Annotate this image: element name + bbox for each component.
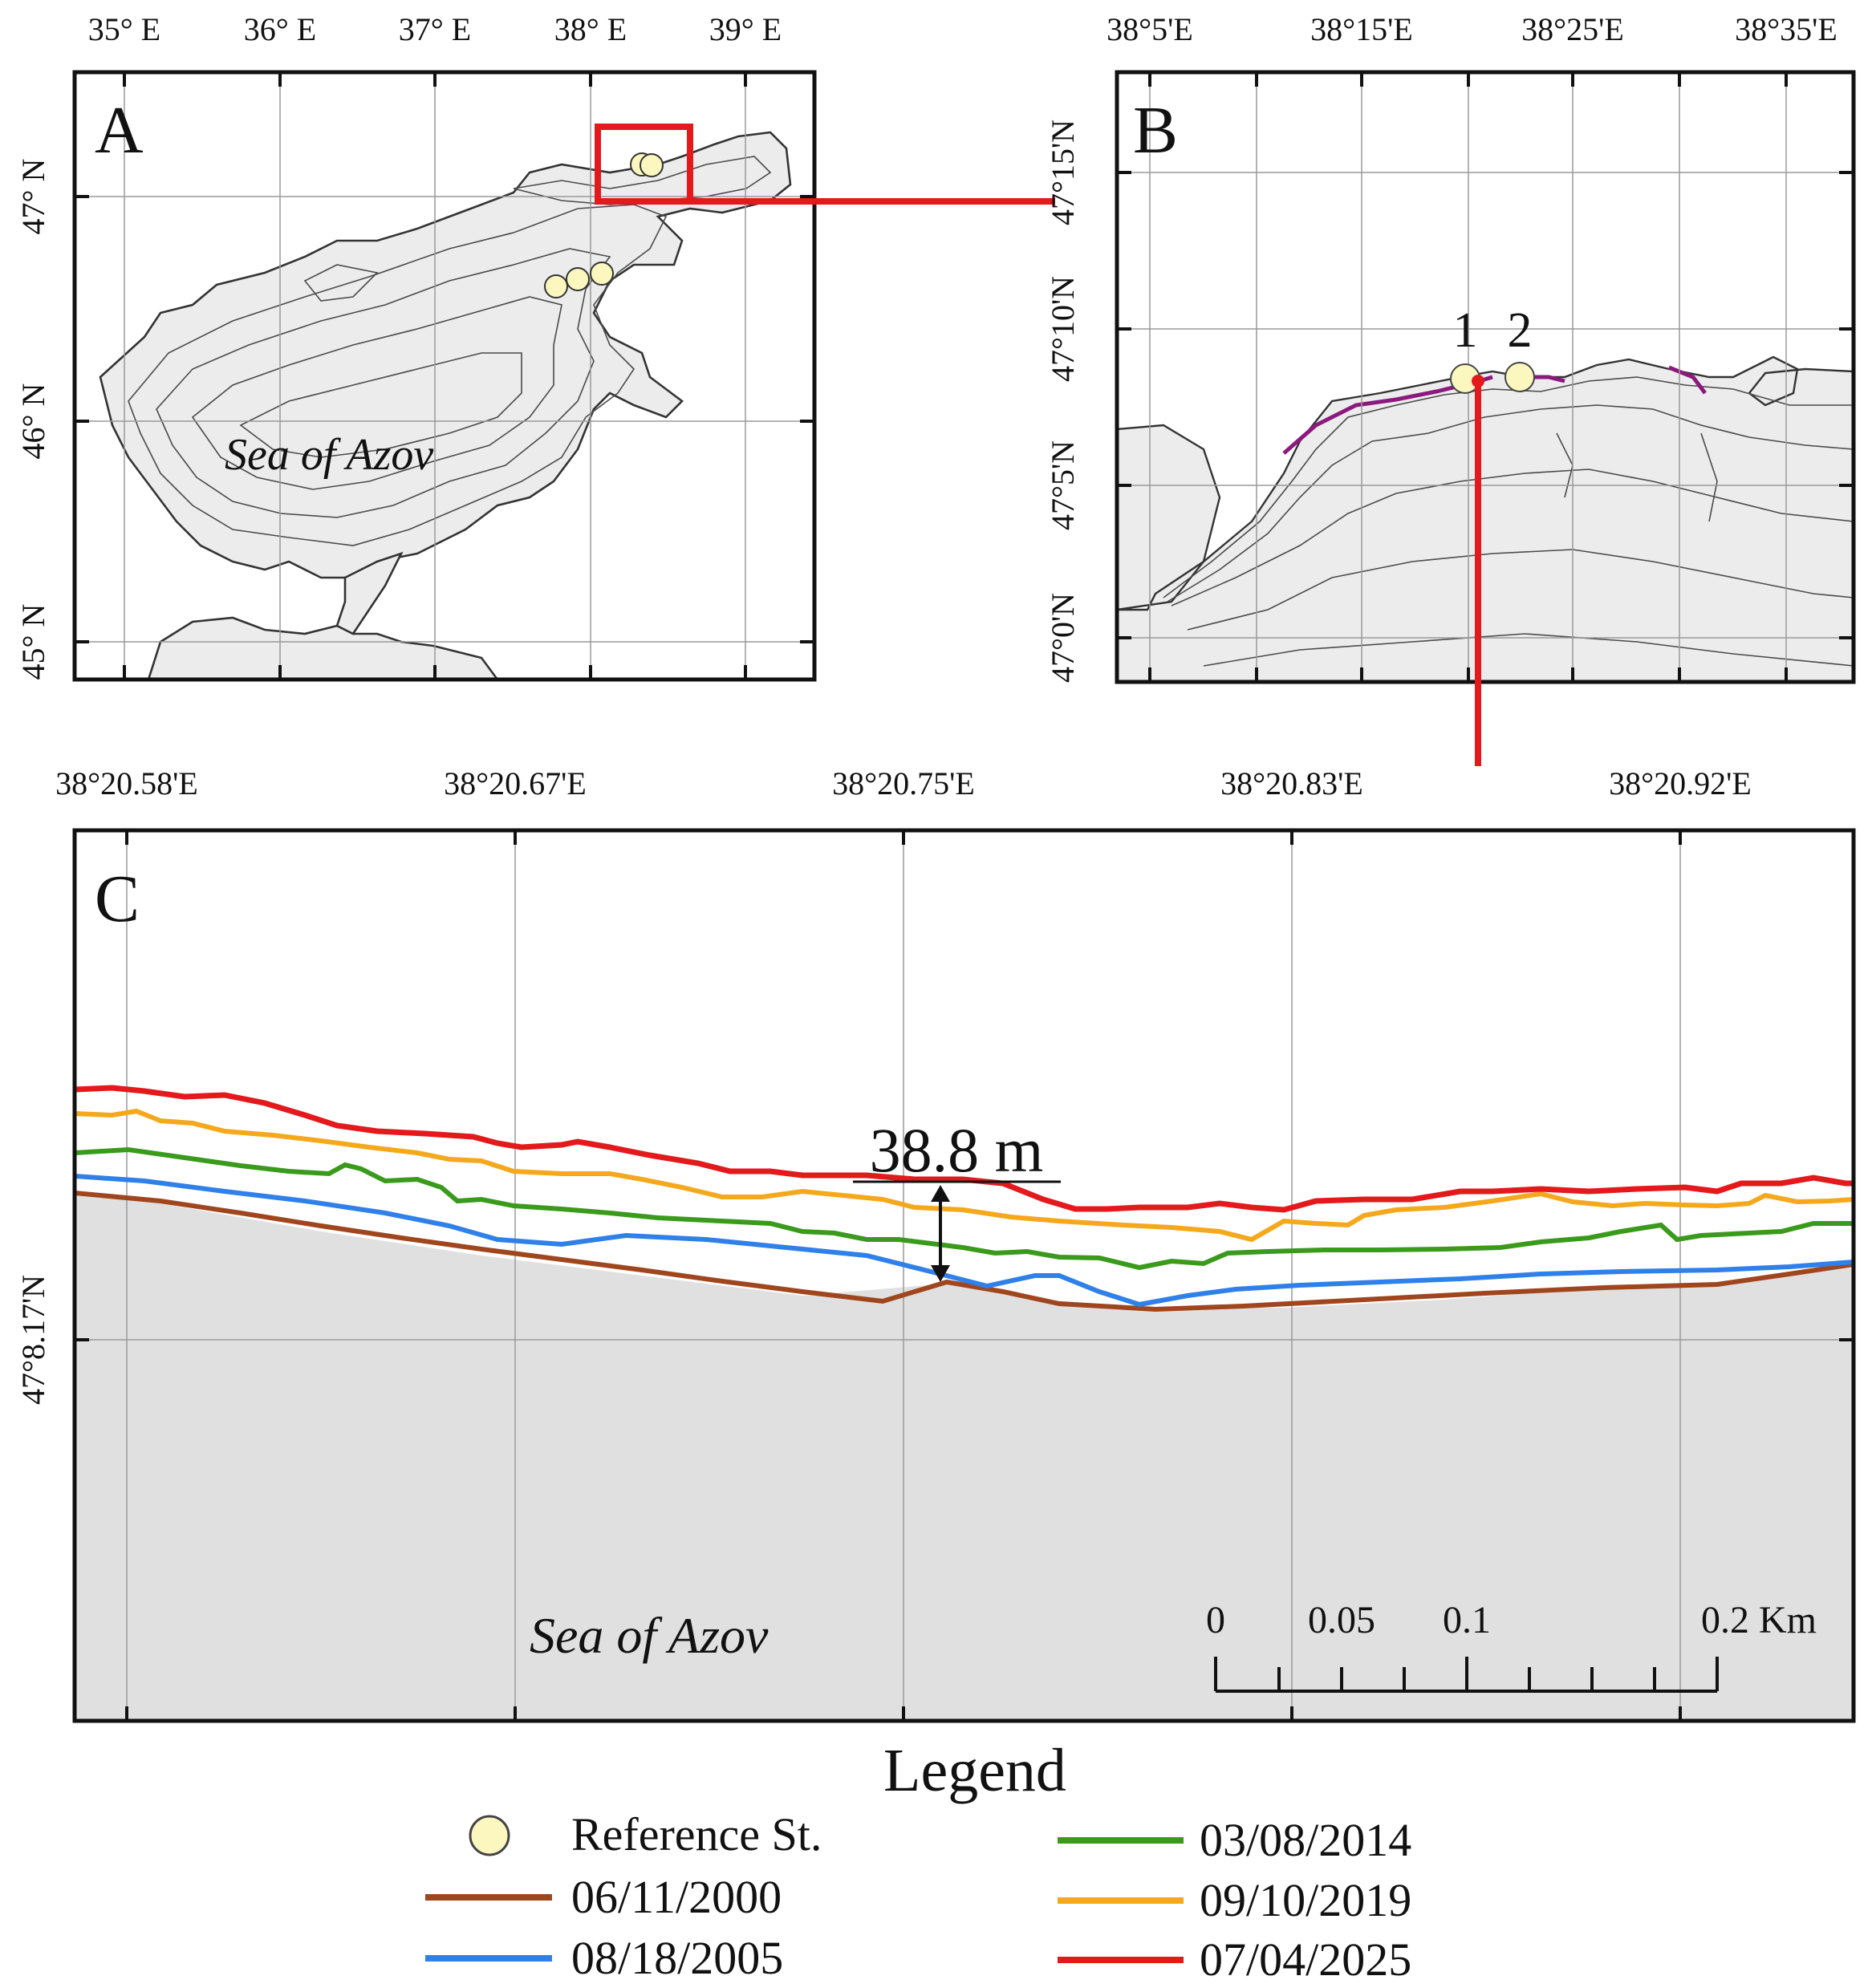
scale-bar-label: 0.05 xyxy=(1308,1599,1375,1641)
shoreline-2014 xyxy=(75,1146,1854,1271)
panel-b-xtick: 38°5'E xyxy=(1107,11,1193,47)
panel-b-xtick: 38°15'E xyxy=(1310,11,1413,47)
depth-contour xyxy=(1203,633,1854,667)
legend-reference-symbol xyxy=(469,1815,510,1856)
panel-b-ytick: 47°10'N xyxy=(1045,276,1081,382)
depth-contour xyxy=(239,352,522,458)
legend-label-2000: 06/11/2000 xyxy=(571,1871,782,1923)
panel-b-ytick: 47°5'N xyxy=(1045,440,1081,530)
depth-contour xyxy=(1167,404,1854,602)
panel-c-xtick: 38°20.75'E xyxy=(832,765,975,801)
legend-reference-label: Reference St. xyxy=(571,1808,822,1860)
coastline-change-segment xyxy=(1668,365,1707,395)
reference-station-marker xyxy=(544,274,568,298)
scale-bar-label: 0 xyxy=(1206,1599,1225,1641)
legend-label-2005: 08/18/2005 xyxy=(571,1932,783,1984)
depth-contour xyxy=(1187,549,1854,631)
panel-c-xtick: 38°20.58'E xyxy=(55,765,198,801)
shoreline-2005 xyxy=(75,1174,1854,1308)
reference-station-marker xyxy=(640,153,664,177)
shoreline-2019 xyxy=(75,1108,1854,1243)
panel-a-ytick: 45° N xyxy=(15,604,51,680)
panel-a-xtick: 38° E xyxy=(554,11,627,47)
panel-c-xtick: 38°20.83'E xyxy=(1220,765,1363,801)
legend-label-2019: 09/10/2019 xyxy=(1200,1874,1411,1926)
legend: Legend Reference St. 06/11/2000 08/18/20… xyxy=(425,1737,1411,1986)
station-label-1: 1 xyxy=(1453,303,1478,358)
panel-b-xtick: 38°25'E xyxy=(1521,11,1624,47)
panel-a-xtick: 36° E xyxy=(244,11,316,47)
reference-station-2 xyxy=(1505,362,1535,392)
panel-a-xtick: 35° E xyxy=(88,11,160,47)
panel-b-frame xyxy=(1115,70,1856,684)
scale-bar: 0 0.05 0.1 0.2 Km xyxy=(1206,1599,1817,1693)
panel-c: 38°20.58'E 38°20.67'E 38°20.75'E 38°20.8… xyxy=(15,765,1856,1723)
panel-a-letter: A xyxy=(95,93,144,168)
panel-b-ytick: 47°15'N xyxy=(1045,120,1081,225)
zoom-connector-b-c-point xyxy=(1472,375,1484,387)
kerch-strait xyxy=(335,551,404,635)
panel-c-xtick: 38°20.92'E xyxy=(1609,765,1752,801)
panel-c-letter: C xyxy=(95,862,140,936)
panel-c-frame xyxy=(72,828,1856,1723)
panel-c-xtick: 38°20.67'E xyxy=(444,765,587,801)
panel-a-sea-label: Sea of Azov xyxy=(225,430,433,480)
reference-station-marker xyxy=(590,262,614,286)
station-label-2: 2 xyxy=(1508,303,1533,358)
panel-a: 35° E 36° E 37° E 38° E 39° E 47° N 46° … xyxy=(15,11,1055,682)
panel-a-ytick: 47° N xyxy=(15,159,51,235)
panel-b: 38°5'E 38°15'E 38°25'E 38°35'E 47°15'N 4… xyxy=(1045,11,1856,766)
scale-bar-label: 0.1 xyxy=(1443,1599,1491,1641)
sea-area xyxy=(75,1193,1854,1721)
panel-b-letter: B xyxy=(1133,93,1178,168)
reference-station-marker xyxy=(566,267,590,291)
depth-contour xyxy=(128,204,668,546)
legend-title: Legend xyxy=(883,1737,1066,1804)
taganrog-bay-water xyxy=(1117,355,1854,682)
measurement-arrowhead-up xyxy=(931,1185,950,1202)
shoreline-2000 xyxy=(75,1191,1854,1312)
panel-b-xtick: 38°35'E xyxy=(1735,11,1837,47)
scale-bar-label: 0.2 Km xyxy=(1701,1599,1817,1641)
panel-a-xtick: 37° E xyxy=(399,11,471,47)
depth-contour xyxy=(303,264,379,302)
panel-a-frame xyxy=(72,70,817,682)
measurement-arrowhead-down xyxy=(931,1265,950,1282)
panel-a-ytick: 46° N xyxy=(15,383,51,460)
depth-contour xyxy=(156,248,611,518)
panel-a-xtick: 39° E xyxy=(709,11,782,47)
panel-c-ytick: 47°8.17'N xyxy=(15,1275,51,1405)
depth-contour xyxy=(191,296,562,490)
zoom-extent-box xyxy=(595,124,693,205)
panel-b-ytick: 47°0'N xyxy=(1045,593,1081,683)
panel-c-sea-label: Sea of Azov xyxy=(530,1607,769,1664)
measurement-label: 38.8 m xyxy=(870,1115,1044,1185)
legend-label-2014: 03/08/2014 xyxy=(1200,1814,1411,1866)
azov-sea-body xyxy=(99,131,792,579)
depth-contour xyxy=(1700,432,1718,522)
legend-label-2025: 07/04/2025 xyxy=(1200,1933,1411,1986)
depth-contour xyxy=(1171,469,1854,607)
